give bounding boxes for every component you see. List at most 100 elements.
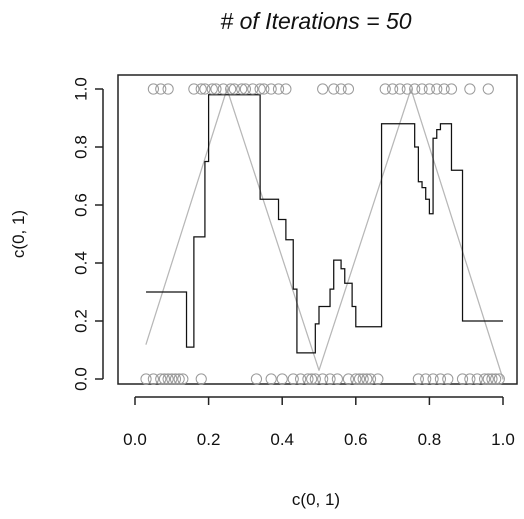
observed-point xyxy=(482,83,494,95)
observed-point xyxy=(272,83,285,95)
observed-point xyxy=(162,373,174,385)
observed-point xyxy=(210,83,222,95)
x-tick-label: 0.6 xyxy=(344,430,368,449)
observed-point xyxy=(342,83,355,95)
observed-point xyxy=(147,83,159,95)
observed-point xyxy=(442,373,454,385)
observed-point xyxy=(155,373,167,385)
observed-point xyxy=(158,373,171,385)
x-tick-labels: 0.0 0.2 0.4 0.6 0.8 1.0 xyxy=(123,430,515,449)
observed-point xyxy=(258,83,270,95)
x-tick-label: 0.4 xyxy=(270,430,294,449)
observed-point xyxy=(324,373,336,385)
observed-point xyxy=(169,373,182,385)
x-axis: 0.0 0.2 0.4 0.6 0.8 1.0 xyxy=(123,396,515,449)
observed-point xyxy=(162,83,174,95)
y-tick-labels: 0.0 0.2 0.4 0.6 0.8 1.0 xyxy=(71,77,90,391)
y-tick-label: 0.8 xyxy=(71,135,90,159)
observed-point xyxy=(416,83,428,95)
reference-series xyxy=(145,88,504,380)
observed-point xyxy=(309,373,321,385)
observed-point xyxy=(140,373,152,385)
observed-point xyxy=(195,373,207,385)
observed-point xyxy=(493,373,505,385)
x-tick-label: 0.0 xyxy=(123,430,147,449)
observed-point xyxy=(295,373,307,385)
observed-point xyxy=(409,83,421,95)
model-line xyxy=(146,94,503,354)
observed-point xyxy=(423,83,435,95)
observed-point xyxy=(335,83,347,95)
observed-point xyxy=(239,83,251,95)
observed-points xyxy=(140,83,505,385)
observed-point xyxy=(265,83,277,95)
observed-point xyxy=(456,373,469,385)
observed-point xyxy=(387,83,399,95)
y-tick-label: 0.0 xyxy=(71,367,90,391)
observed-point xyxy=(228,83,240,95)
y-axis: 0.0 0.2 0.4 0.6 0.8 1.0 xyxy=(71,77,104,391)
observed-point xyxy=(166,373,178,385)
observed-point xyxy=(464,83,476,95)
observed-point xyxy=(195,83,207,95)
x-tick-label: 0.2 xyxy=(197,430,221,449)
x-tick-label: 1.0 xyxy=(491,430,515,449)
observed-point xyxy=(199,83,211,95)
observed-point xyxy=(254,83,266,95)
reference-line xyxy=(145,88,504,380)
plot-frame xyxy=(117,74,518,385)
observed-point xyxy=(287,373,299,385)
observed-point xyxy=(482,373,494,385)
x-tick-marks xyxy=(134,397,504,405)
observed-point xyxy=(379,83,391,95)
observed-point xyxy=(434,373,447,385)
observed-point xyxy=(173,373,185,385)
observed-point xyxy=(155,83,167,95)
y-tick-label: 0.6 xyxy=(71,193,90,217)
observed-point xyxy=(350,373,362,385)
observed-point xyxy=(276,373,288,385)
observed-point xyxy=(464,373,476,385)
y-axis-label: c(0, 1) xyxy=(9,210,28,258)
x-axis-label: c(0, 1) xyxy=(292,490,340,509)
observed-point xyxy=(353,373,366,385)
observed-point xyxy=(217,83,229,95)
observed-point xyxy=(420,373,432,385)
y-tick-label: 0.2 xyxy=(71,309,90,333)
observed-point xyxy=(412,373,424,385)
observed-point xyxy=(361,373,373,385)
observed-point xyxy=(490,373,502,385)
observed-point xyxy=(317,373,329,385)
x-tick-label: 0.8 xyxy=(418,430,442,449)
observed-point xyxy=(471,373,483,385)
y-tick-marks xyxy=(95,88,103,380)
observed-point xyxy=(280,83,292,95)
observed-point xyxy=(394,83,406,95)
observed-point xyxy=(342,373,355,385)
observed-point xyxy=(250,373,263,385)
observed-point xyxy=(438,83,450,95)
observed-point xyxy=(225,83,237,95)
observed-point xyxy=(364,373,377,385)
observed-point xyxy=(486,373,498,385)
y-tick-label: 0.4 xyxy=(71,251,90,275)
observed-point xyxy=(401,83,413,95)
observed-point xyxy=(317,83,329,95)
observed-point xyxy=(306,373,318,385)
observed-point xyxy=(445,83,458,95)
model-series xyxy=(146,94,503,354)
observed-point xyxy=(188,83,200,95)
observed-point xyxy=(265,373,277,385)
observed-point xyxy=(177,373,189,385)
observed-point xyxy=(206,83,218,95)
observed-point xyxy=(357,373,369,385)
observed-point xyxy=(427,373,439,385)
observed-point xyxy=(431,83,443,95)
observed-point xyxy=(479,373,491,385)
observed-point xyxy=(328,83,340,95)
observed-point xyxy=(236,83,248,95)
observed-point xyxy=(147,373,159,385)
observed-point xyxy=(331,373,343,385)
